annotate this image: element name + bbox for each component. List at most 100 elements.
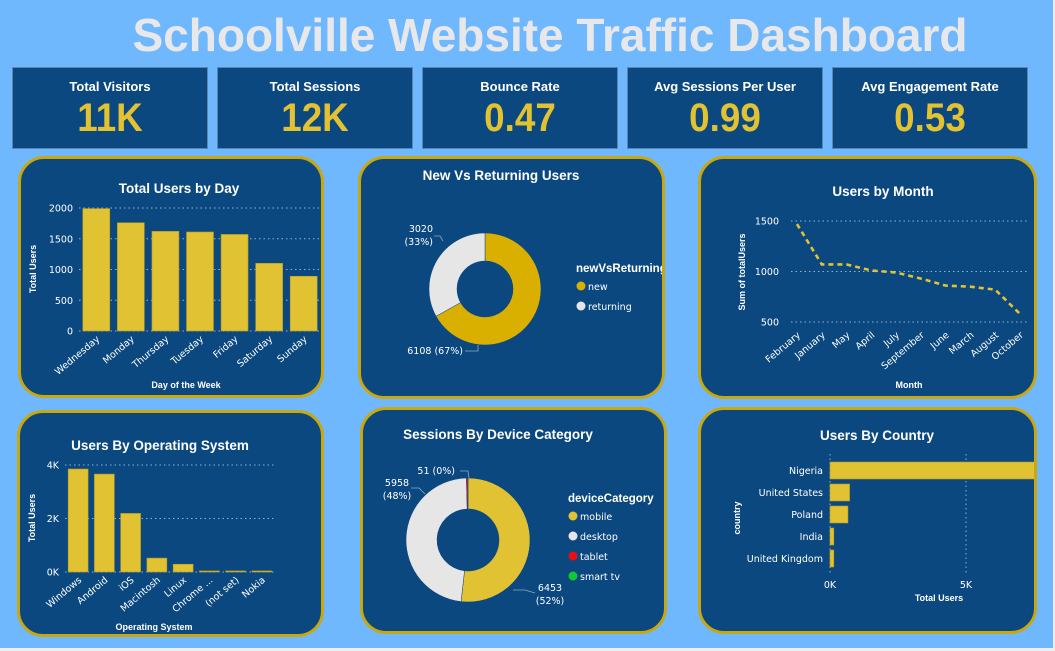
users-by-day-chart[interactable]: Total Users by Day 0 500 1000 1500 2000 Wednes… — [21, 159, 324, 398]
kpi-card-bounce-rate[interactable]: Bounce Rate 0.47 — [422, 67, 618, 149]
y-tick-label: 1000 — [755, 267, 779, 278]
bar-united-kingdom[interactable] — [829, 549, 835, 568]
legend-title: deviceCategory — [568, 493, 654, 505]
y-axis-label: Total Users — [27, 494, 37, 542]
kpi-label: Total Visitors — [69, 79, 151, 94]
kpi-card-total-sessions[interactable]: Total Sessions 12K — [217, 67, 413, 149]
legend-item-new: new — [588, 282, 608, 293]
bar-friday[interactable] — [220, 234, 249, 332]
x-tick-label: 5K — [960, 580, 973, 591]
y-tick-label: 500 — [761, 318, 779, 329]
kpi-label: Total Sessions — [269, 79, 361, 94]
users-by-month-chart[interactable]: Users by Month50010001500FebruaryJanuary… — [701, 159, 1037, 399]
y-tick-label: 1500 — [755, 217, 779, 228]
x-tick-label: Saturday — [235, 334, 275, 370]
bar-tuesday[interactable] — [186, 231, 214, 332]
legend-marker-icon — [576, 301, 586, 311]
legend-item-mobile: mobile — [580, 512, 612, 523]
legend-marker-icon — [568, 571, 578, 581]
y-tick-label: Nigeria — [789, 466, 823, 477]
kpi-card-avg-engagement-rate[interactable]: Avg Engagement Rate 0.53 — [832, 67, 1028, 149]
legend-marker-icon — [568, 531, 578, 541]
x-tick-label: Thursday — [130, 334, 172, 372]
legend-item-tablet: tablet — [580, 552, 608, 563]
data-label: 5958 — [385, 478, 409, 489]
bar-india[interactable] — [829, 527, 835, 546]
bar-nigeria[interactable] — [829, 461, 1037, 480]
slice-new[interactable] — [435, 232, 542, 346]
y-axis-label: Total Users — [28, 245, 38, 293]
users-by-os-chart[interactable]: Users By Operating System0K2K4KWindowsAn… — [20, 413, 324, 637]
chart-card-users-by-country[interactable]: Users By Country 0K 5K Nigeria United States… — [698, 407, 1037, 634]
x-tick-label: Nokia — [240, 575, 268, 601]
bar-windows[interactable] — [67, 468, 89, 573]
data-label: (33%) — [404, 237, 433, 248]
kpi-card-total-visitors[interactable]: Total Visitors 11K — [12, 67, 208, 149]
slice-tablet[interactable] — [466, 477, 469, 510]
series-line[interactable] — [795, 223, 1021, 315]
x-tick-label: Wednesday — [53, 334, 102, 378]
bar-thursday[interactable] — [151, 231, 180, 332]
kpi-label: Avg Engagement Rate — [861, 79, 999, 94]
leader-line — [465, 345, 479, 352]
y-tick-label: United Kingdom — [747, 554, 823, 565]
bar-ios[interactable] — [120, 513, 141, 573]
x-tick-label: Sunday — [275, 334, 310, 366]
y-axis-label: country — [732, 501, 742, 534]
chart-card-users-by-day[interactable]: Total Users by Day 0 500 1000 1500 2000 Wednes… — [18, 156, 324, 398]
kpi-card-avg-sessions-per-user[interactable]: Avg Sessions Per User 0.99 — [627, 67, 823, 149]
legend-marker-icon — [576, 281, 586, 291]
bar-poland[interactable] — [829, 505, 849, 524]
new-vs-returning-chart[interactable]: New Vs Returning Users 3020 (33%) 6108 (67%… — [361, 159, 665, 399]
x-tick-label: 0K — [824, 580, 837, 591]
sessions-by-device-chart[interactable]: Sessions By Device Category 6453 (52%) 5958… — [363, 410, 667, 634]
dashboard-title: Schoolville Website Traffic Dashboard — [132, 9, 968, 61]
kpi-value: 0.99 — [689, 96, 761, 140]
y-tick-label: India — [800, 532, 823, 543]
x-axis-label: Month — [896, 380, 923, 390]
chart-card-new-vs-returning[interactable]: New Vs Returning Users 3020 (33%) 6108 (67%… — [358, 156, 665, 399]
chart-card-users-by-os[interactable]: Users By Operating System 0K 2K 4K Windows An… — [17, 410, 324, 637]
legend-marker-icon — [568, 511, 578, 521]
users-by-country-chart[interactable]: Users By Country 0K 5K Nigeria United States… — [701, 410, 1037, 634]
bar-wednesday[interactable] — [82, 208, 111, 332]
bar-united-states[interactable] — [829, 483, 850, 502]
slice-mobile[interactable] — [460, 477, 531, 603]
bar-saturday[interactable] — [255, 263, 283, 332]
slice-desktop[interactable] — [405, 477, 468, 602]
y-tick-label: 1500 — [49, 234, 73, 245]
x-axis-label: Total Users — [915, 593, 963, 603]
leader-line — [411, 487, 426, 495]
slice-returning[interactable] — [428, 232, 486, 317]
kpi-value: 0.53 — [894, 96, 966, 140]
bar-sunday[interactable] — [289, 275, 318, 332]
legend-item-smart-tv: smart tv — [580, 572, 620, 583]
bar-android[interactable] — [94, 473, 115, 573]
chart-card-users-by-month[interactable]: Users by Month 500 1000 1500 February January… — [698, 156, 1037, 399]
chart-title: Users By Country — [820, 428, 935, 443]
legend-marker-icon — [568, 551, 578, 561]
bar-linux[interactable] — [172, 563, 194, 573]
data-label: 3020 — [409, 224, 433, 235]
chart-title: New Vs Returning Users — [423, 168, 580, 183]
bar-nokia[interactable] — [251, 570, 273, 573]
chart-title: Total Users by Day — [119, 181, 240, 196]
chart-title: Users By Operating System — [71, 438, 249, 453]
kpi-value: 11K — [77, 96, 143, 140]
x-tick-label: April — [854, 330, 878, 352]
chart-card-sessions-by-device[interactable]: Sessions By Device Category 6453 (52%) 5958… — [360, 407, 667, 634]
y-tick-label: 500 — [55, 296, 73, 307]
x-axis-label: Day of the Week — [151, 380, 221, 390]
x-tick-label: Windows — [44, 575, 84, 611]
y-tick-label: Poland — [791, 510, 823, 521]
data-label: 6453 — [538, 583, 562, 594]
bar-not-set[interactable] — [225, 570, 246, 573]
bar-monday[interactable] — [117, 222, 145, 332]
bar-chrome[interactable] — [199, 570, 220, 573]
bar-macintosh[interactable] — [146, 557, 168, 573]
leader-line — [434, 235, 444, 242]
legend-title: newVsReturning — [576, 263, 665, 275]
x-tick-label: iOS — [117, 575, 136, 594]
y-axis-label: Sum of totalUsers — [737, 233, 747, 310]
